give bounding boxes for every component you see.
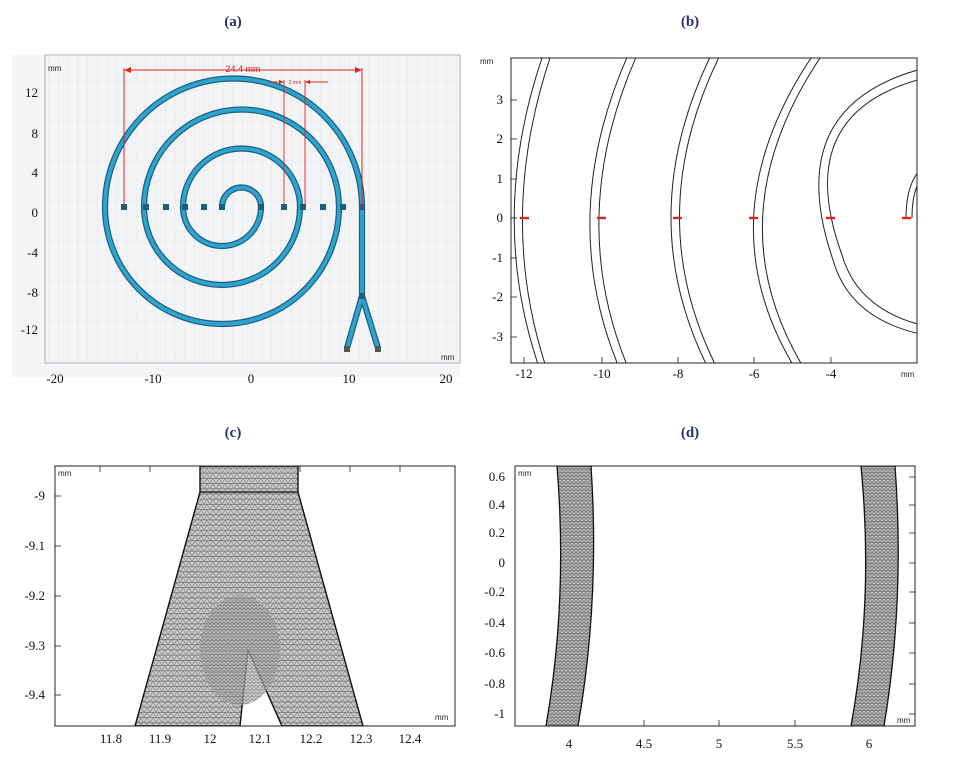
- y-tick-label: -2: [492, 289, 503, 304]
- panel-b-tick-marks: [511, 99, 832, 363]
- y-tick-label: 8: [32, 126, 39, 141]
- panel-a-y-ticks: 12 8 4 0 -4 -8 -12: [21, 85, 39, 337]
- x-tick-label: -10: [144, 371, 161, 386]
- panel-a-x-ticks: -20 -10 0 10 20: [46, 371, 452, 386]
- x-tick-label: -12: [515, 366, 532, 381]
- meshed-trace-right: [850, 466, 899, 726]
- y-tick-label: -12: [21, 322, 38, 337]
- x-tick-label: -10: [593, 366, 610, 381]
- y-tick-label: -4: [27, 245, 38, 260]
- x-tick-label: 12.4: [399, 731, 422, 746]
- panel-c: (c) mm mm -9 -9.1 -9.2 -9.3 -9.4 11.8 11…: [24, 425, 456, 746]
- spiral-coil: [103, 76, 380, 349]
- panel-a-label: (a): [224, 14, 242, 30]
- y-tick-label: -1: [492, 250, 503, 265]
- y-tick-label: 0: [32, 205, 39, 220]
- panel-b-unit-right: mm: [901, 370, 915, 379]
- y-tick-label: 0: [499, 555, 506, 570]
- y-tick-label: 1: [497, 171, 504, 186]
- panel-c-y-ticks: -9 -9.1 -9.2 -9.3 -9.4: [24, 488, 45, 702]
- panel-b-plot-area: [510, 57, 918, 364]
- panel-c-tick-marks: [55, 466, 401, 696]
- y-tick-label: -0.8: [484, 676, 505, 691]
- y-tick-label: 12: [25, 85, 38, 100]
- x-tick-label: 11.9: [149, 731, 171, 746]
- y-tick-label: -0.2: [484, 584, 505, 599]
- panel-c-meshed-junction: [134, 466, 364, 726]
- panel-a: (a) mm mm 12 8 4 0 -4 -8 -12 -20 -10 0 1…: [12, 14, 461, 386]
- y-tick-label: 0.4: [489, 497, 506, 512]
- panel-b-y-ticks: 3 2 1 0 -1 -2 -3: [492, 92, 503, 344]
- panel-c-unit-right: mm: [435, 713, 449, 722]
- panel-d-meshed-traces: [545, 466, 899, 726]
- x-tick-label: 5: [716, 736, 723, 751]
- dimension-2mm: [270, 80, 328, 205]
- y-tick-label: -8: [27, 285, 38, 300]
- panel-b: (b) mm mm 3 2 1 0 -1 -2 -3 -12 -10 -8 -6: [480, 14, 918, 381]
- panel-d-y-ticks: 0.6 0.4 0.2 0 -0.2 -0.4 -0.6 -0.8 -1: [484, 469, 505, 721]
- x-tick-label: 10: [343, 371, 356, 386]
- x-tick-label: 4.5: [636, 736, 652, 751]
- dimension-label-main: 24.4 mm: [225, 64, 260, 74]
- y-tick-label: -9.2: [24, 588, 45, 603]
- panel-b-label: (b): [681, 14, 699, 30]
- panel-b-unit-top: mm: [480, 57, 494, 66]
- panel-c-label: (c): [225, 425, 242, 441]
- y-tick-label: -0.4: [484, 615, 505, 630]
- x-tick-label: -8: [673, 366, 684, 381]
- y-tick-label: -3: [492, 329, 503, 344]
- x-tick-label: -6: [749, 366, 760, 381]
- x-tick-label: 12: [204, 731, 217, 746]
- panel-d-x-ticks: 4 4.5 5 5.5 6: [566, 736, 873, 751]
- panel-b-x-ticks: -12 -10 -8 -6 -4: [515, 366, 837, 381]
- panel-a-plot-area: [44, 54, 461, 364]
- panel-c-unit-top: mm: [58, 469, 72, 478]
- panel-d-unit-top: mm: [518, 469, 532, 478]
- y-tick-label: 4: [32, 165, 39, 180]
- panel-a-unit-right: mm: [441, 353, 455, 362]
- y-tick-label: 2: [497, 131, 504, 146]
- y-tick-label: -9.4: [24, 687, 45, 702]
- y-tick-label: 3: [497, 92, 504, 107]
- x-tick-label: 20: [440, 371, 453, 386]
- x-tick-label: 5.5: [787, 736, 803, 751]
- x-tick-label: -4: [826, 366, 837, 381]
- x-tick-label: 4: [566, 736, 573, 751]
- panel-b-coil-arcs: [513, 58, 917, 363]
- terminal-pad-left: [344, 346, 350, 352]
- x-tick-label: 12.1: [249, 731, 272, 746]
- x-tick-label: 6: [866, 736, 873, 751]
- terminal-pad-right: [375, 346, 381, 352]
- x-tick-label: 12.2: [300, 731, 323, 746]
- y-tick-label: 0.6: [489, 469, 506, 484]
- x-tick-label: 12.3: [350, 731, 373, 746]
- y-tick-label: -0.6: [484, 645, 505, 660]
- x-tick-label: 11.8: [100, 731, 122, 746]
- y-tick-label: -1: [494, 706, 505, 721]
- panel-d-unit-right: mm: [897, 716, 911, 725]
- y-tick-label: -9: [34, 488, 45, 503]
- x-tick-label: -20: [46, 371, 63, 386]
- y-tick-label: 0.2: [489, 525, 505, 540]
- y-tick-label: -9.3: [24, 638, 45, 653]
- panel-a-unit-top: mm: [48, 64, 62, 73]
- y-tick-label: -9.1: [24, 538, 45, 553]
- x-tick-label: 0: [248, 371, 255, 386]
- panel-c-x-ticks: 11.8 11.9 12 12.1 12.2 12.3 12.4: [100, 731, 422, 746]
- dimension-24-4mm: [123, 67, 363, 207]
- panel-d-label: (d): [681, 425, 699, 441]
- meshed-trace-left: [545, 466, 595, 726]
- y-tick-label: 0: [497, 210, 504, 225]
- dimension-label-small: 2 mm: [289, 80, 302, 86]
- panel-d: (d) mm mm 0.6 0.4 0.2 0 -0.2 -0.4 -0.6 -…: [484, 425, 916, 751]
